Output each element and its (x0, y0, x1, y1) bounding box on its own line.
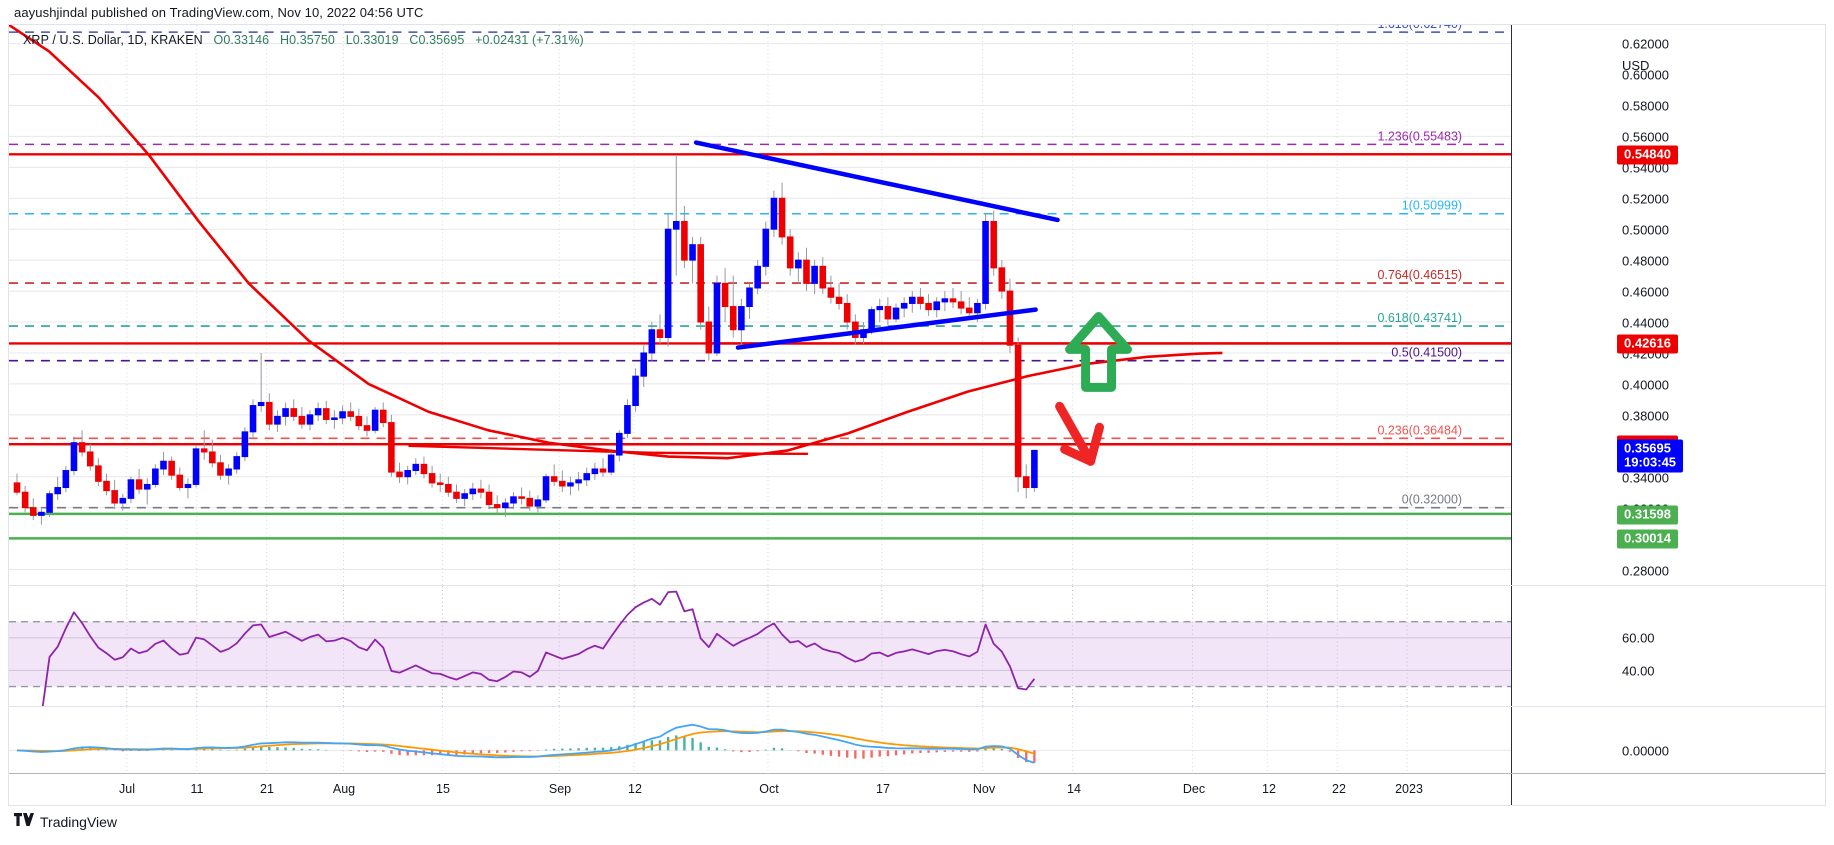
price-tick-label: 0.48000 (1622, 253, 1669, 269)
tradingview-logo[interactable]: TradingView (14, 813, 117, 830)
rsi-tick-label: 40.00 (1622, 663, 1655, 679)
rsi-plot-area[interactable] (9, 586, 1511, 706)
time-tick-label: Nov (972, 782, 996, 796)
fib-level-label: 0.5(0.41500) (1391, 346, 1462, 360)
legend-close: C0.35695 (409, 33, 465, 47)
price-badge-value: 0.30014 (1624, 530, 1671, 546)
price-badge[interactable]: 0.30014 (1617, 529, 1678, 549)
price-scale[interactable]: USD 0.62000 0.60000 0.58000 0.56000 0.54000 0… (1511, 25, 1825, 585)
price-tick-label: 0.38000 (1622, 408, 1669, 424)
price-tick-label: 0.46000 (1622, 284, 1669, 300)
tradingview-logo-text: TradingView (40, 813, 118, 830)
time-tick-label: 12 (1262, 782, 1276, 796)
price-tick-label: 0.40000 (1622, 377, 1669, 393)
time-axis-labels: Jul 11 21 Aug 15 Sep 12 Oct 17 Nov 14 Dec 12 22 2023 (9, 774, 1511, 805)
price-badge-value: 0.35695 (1624, 440, 1671, 456)
green-up-arrow (1065, 311, 1133, 392)
countdown-timer: 19:03:45 (1624, 454, 1677, 470)
price-tick-label: 0.44000 (1622, 315, 1669, 331)
macd-scale[interactable]: 0.00000 (1511, 707, 1825, 773)
legend-high: H0.35750 (279, 33, 335, 47)
time-tick-label: Jul (119, 782, 135, 796)
legend-low: L0.33019 (345, 33, 399, 47)
rsi-chart-svg (9, 586, 1511, 706)
chart-legend: XRP / U.S. Dollar, 1D, KRAKEN O0.33146 H… (23, 33, 584, 47)
rsi-pane[interactable]: 60.00 40.00 (9, 586, 1825, 707)
time-tick-label: 22 (1332, 782, 1346, 796)
price-tick-label: 0.62000 (1622, 36, 1669, 52)
tradingview-glyph-icon (14, 813, 34, 826)
time-tick-label: 15 (436, 782, 450, 796)
price-pane[interactable]: 1.618(0.62740) 1.236(0.55483) 1(0.50999) 0.… (9, 25, 1825, 586)
price-badge-value: 0.31598 (1624, 506, 1671, 522)
price-chart-svg: 1.618(0.62740) 1.236(0.55483) 1(0.50999) 0.… (9, 25, 1511, 585)
rsi-tick-label: 60.00 (1622, 630, 1655, 646)
price-badge-value: 0.54840 (1624, 146, 1671, 162)
rsi-scale[interactable]: 60.00 40.00 (1511, 586, 1825, 706)
fib-level-label: 1.236(0.55483) (1377, 129, 1462, 143)
fib-level-label: 0.764(0.46515) (1377, 268, 1462, 282)
currency-label: USD (1622, 58, 1650, 73)
fib-level-label: 0.618(0.43741) (1377, 311, 1462, 325)
red-down-arrow (1055, 401, 1105, 466)
price-plot-area[interactable]: 1.618(0.62740) 1.236(0.55483) 1(0.50999) 0.… (9, 25, 1511, 585)
legend-open: O0.33146 (213, 33, 270, 47)
price-badge[interactable]: 0.35695 19:03:45 (1617, 439, 1684, 473)
legend-change: +0.02431 (+7.31%) (475, 33, 584, 47)
time-tick-label: Aug (332, 782, 356, 796)
publication-attribution: aayushjindal published on TradingView.co… (14, 5, 424, 20)
time-tick-label: Oct (759, 782, 779, 796)
price-badge[interactable]: 0.54840 (1617, 145, 1678, 165)
fib-level-label: 0.236(0.36484) (1377, 423, 1462, 437)
time-tick-label: 14 (1067, 782, 1081, 796)
time-tick-label: 12 (628, 782, 642, 796)
price-tick-label: 0.34000 (1622, 470, 1669, 486)
time-tick-label: Dec (1182, 782, 1206, 796)
price-tick-label: 0.58000 (1622, 98, 1669, 114)
price-tick-label: 0.60000 (1622, 67, 1669, 83)
time-tick-label: 2023 (1395, 782, 1423, 796)
fib-level-label: 0(0.32000) (1402, 493, 1462, 507)
fib-level-label: 1(0.50999) (1402, 199, 1462, 213)
fib-level-label: 1.618(0.62740) (1377, 25, 1462, 31)
tradingview-mark (14, 813, 34, 830)
price-badge[interactable]: 0.42616 (1617, 334, 1678, 354)
chart-container[interactable]: 1.618(0.62740) 1.236(0.55483) 1(0.50999) 0.… (8, 24, 1826, 806)
time-tick-label: 17 (876, 782, 890, 796)
price-tick-label: 0.56000 (1622, 129, 1669, 145)
time-tick-label: 21 (260, 782, 274, 796)
legend-symbol: XRP / U.S. Dollar, 1D, KRAKEN (23, 33, 203, 47)
macd-tick-label: 0.00000 (1622, 743, 1669, 759)
price-badge-value: 0.42616 (1624, 335, 1671, 351)
price-tick-label: 0.52000 (1622, 191, 1669, 207)
time-axis-corner (1511, 774, 1825, 805)
time-tick-label: Sep (548, 782, 572, 796)
price-badge[interactable]: 0.31598 (1617, 505, 1678, 525)
time-tick-label: 11 (190, 782, 204, 796)
macd-pane[interactable]: 0.00000 (9, 707, 1825, 774)
macd-plot-area[interactable] (9, 707, 1511, 773)
time-axis[interactable]: Jul 11 21 Aug 15 Sep 12 Oct 17 Nov 14 Dec 12 22 2023 (9, 774, 1825, 805)
macd-chart-svg (9, 707, 1511, 773)
price-tick-label: 0.28000 (1622, 563, 1669, 578)
price-tick-label: 0.50000 (1622, 222, 1669, 238)
